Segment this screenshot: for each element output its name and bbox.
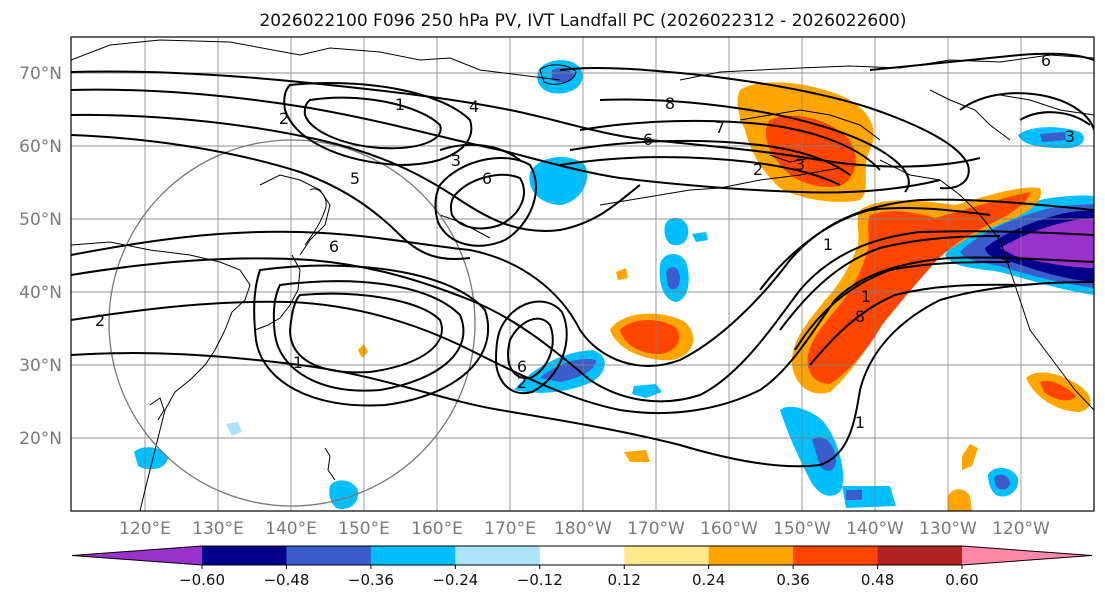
lat-label: 40°N [19,283,62,303]
colorbar-tick-label: 0.24 [692,571,725,589]
lon-label: 180°W [554,519,612,539]
contour-label: 2 [95,311,105,330]
lon-label: 130°E [192,519,244,539]
contour-label: 4 [469,97,479,116]
region-circle [108,139,476,507]
colorbar-tick-label: 0.12 [608,571,641,589]
colorbar-segment [877,546,963,565]
colorbar-segment [286,546,372,565]
colorbar-tick-label: 0.60 [945,571,978,589]
graticule [71,37,1094,511]
contour-label: 1 [823,235,833,254]
lon-label: 120°W [992,519,1050,539]
contour-label: 5 [350,169,360,188]
contour-label: 3 [795,155,805,174]
colorbar-segment [624,546,710,565]
colorbar-segment [793,546,879,565]
colorbar-segment [708,546,794,565]
colorbar-segment [539,546,625,565]
colorbar-tick-label: −0.36 [348,571,394,589]
lat-label: 20°N [19,429,62,449]
lon-label: 170°E [484,519,536,539]
contour-label: 1 [395,95,405,114]
contour-label: 8 [665,94,675,113]
colorbar-extension-max [962,546,1092,565]
map-panel: 1 2 4 3 5 6 6 2 1 6 2 6 8 7 2 3 1 1 8 1 … [71,37,1094,511]
lon-label: 160°W [700,519,758,539]
coastlines [71,39,1094,511]
colorbar-tick-label: −0.12 [517,571,563,589]
lon-label: 150°E [338,519,390,539]
colorbar-tick-label: 0.48 [861,571,894,589]
contour-label: 3 [1065,127,1075,146]
lon-label: 160°E [411,519,463,539]
contour-label: 6 [643,130,653,149]
lat-label: 70°N [19,64,62,84]
contour-label: 1 [861,287,871,306]
lat-label: 50°N [19,210,62,230]
colorbar-tick-label: −0.48 [263,571,309,589]
contour-label: 3 [451,151,461,170]
colorbar-tick-label: 0.36 [776,571,809,589]
contour-label: 1 [293,353,303,372]
lon-label: 140°W [846,519,904,539]
contour-label: 6 [482,169,492,188]
contour-label: 6 [1041,51,1051,70]
colorbar-segment [455,546,541,565]
colorbar-segment [370,546,456,565]
figure-title: 2026022100 F096 250 hPa PV, IVT Landfall… [259,11,906,31]
lon-label: 170°W [627,519,685,539]
colorbar-tick-label: −0.60 [179,571,225,589]
contour-label: 8 [855,307,865,326]
lat-label: 60°N [19,137,62,157]
map-frame [70,36,1095,512]
colorbar-segment [202,546,287,565]
contour-label: 1 [855,413,865,432]
colorbar-tick-label: −0.24 [432,571,478,589]
lat-label: 30°N [19,356,62,376]
lon-label: 120°E [119,519,171,539]
colorbar-extension-min [72,546,202,565]
contour-label: 6 [329,237,339,256]
lon-label: 140°E [265,519,317,539]
contour-labels: 1 2 4 3 5 6 6 2 1 6 2 6 8 7 2 3 1 1 8 1 … [95,51,1075,432]
contour-label: 2 [279,109,289,128]
lat-labels: 70°N 60°N 50°N 40°N 30°N 20°N [19,64,62,449]
orange-shading [358,82,1091,511]
lon-label: 130°W [919,519,977,539]
lon-labels: 120°E 130°E 140°E 150°E 160°E 170°E 180°… [119,519,1050,539]
pv-contours [71,52,1094,468]
contour-label: 6 [517,357,527,376]
colorbar: −0.60 −0.48 −0.36 −0.24 −0.12 0.12 0.24 0.36 0.4… [71,545,1093,589]
contour-label: 7 [715,118,725,137]
map-background [71,37,1094,511]
contour-label: 2 [517,373,527,392]
lon-label: 150°W [773,519,831,539]
contour-label: 2 [753,160,763,179]
